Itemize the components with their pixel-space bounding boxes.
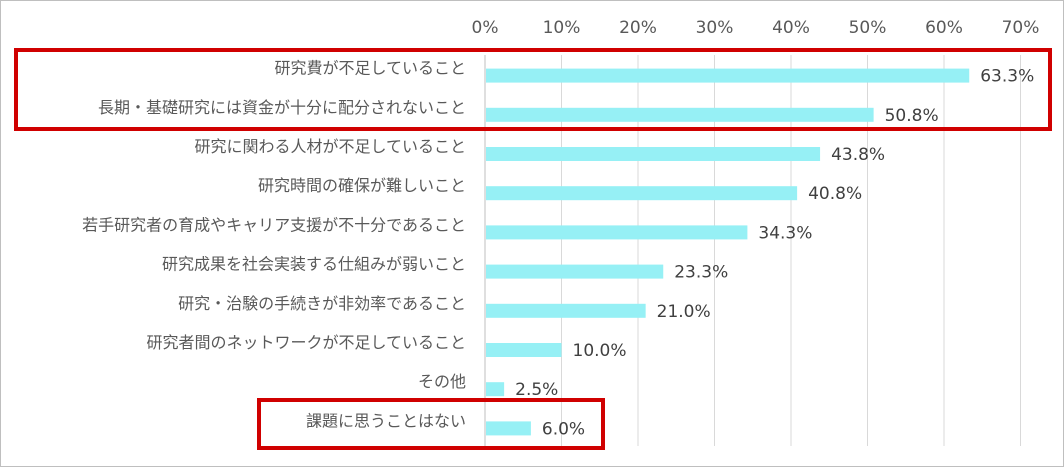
x-tick-label: 60%: [925, 18, 963, 38]
category-label: 若手研究者の育成やキャリア支援が不十分であること: [82, 215, 466, 234]
data-label: 40.8%: [808, 184, 862, 204]
category-label: 課題に思うことはない: [306, 411, 466, 430]
bar: [486, 343, 562, 357]
x-tick-label: 10%: [543, 18, 581, 38]
category-label: 研究者間のネットワークが不足していること: [146, 333, 466, 352]
category-label: 研究費が不足していること: [274, 59, 466, 78]
highlight-box-top: [14, 48, 1052, 131]
data-label: 21.0%: [657, 302, 711, 322]
bar: [486, 264, 664, 279]
data-label: 43.8%: [831, 145, 885, 165]
x-tick-label: 50%: [849, 18, 887, 38]
bar: [486, 303, 646, 318]
bar: [486, 68, 970, 83]
bar: [486, 107, 874, 122]
x-tick-label: 20%: [619, 18, 657, 38]
bar: [486, 225, 748, 240]
bar: [486, 147, 821, 161]
data-label: 63.3%: [980, 67, 1034, 87]
data-label: 50.8%: [885, 106, 939, 126]
bar: [486, 186, 798, 201]
data-label: 23.3%: [674, 263, 728, 283]
category-label: 研究成果を社会実装する仕組みが弱いこと: [162, 255, 466, 274]
bar: [486, 382, 505, 397]
category-label: 研究に関わる人材が不足していること: [194, 137, 466, 156]
highlight-box-bottom: [257, 398, 605, 450]
x-tick-label: 70%: [1002, 18, 1040, 38]
category-label: その他: [418, 372, 466, 391]
bar: [486, 421, 531, 436]
x-tick-label: 40%: [772, 18, 810, 38]
data-label: 34.3%: [758, 223, 812, 243]
data-label: 6.0%: [542, 419, 585, 439]
category-label: 研究時間の確保が難しいこと: [258, 176, 466, 195]
data-label: 10.0%: [573, 341, 627, 361]
category-label: 長期・基礎研究には資金が十分に配分されないこと: [98, 98, 466, 117]
x-tick-label: 30%: [696, 18, 734, 38]
data-label: 2.5%: [515, 380, 558, 400]
x-tick-label: 0%: [472, 18, 499, 38]
category-label: 研究・治験の手続きが非効率であること: [178, 294, 466, 313]
